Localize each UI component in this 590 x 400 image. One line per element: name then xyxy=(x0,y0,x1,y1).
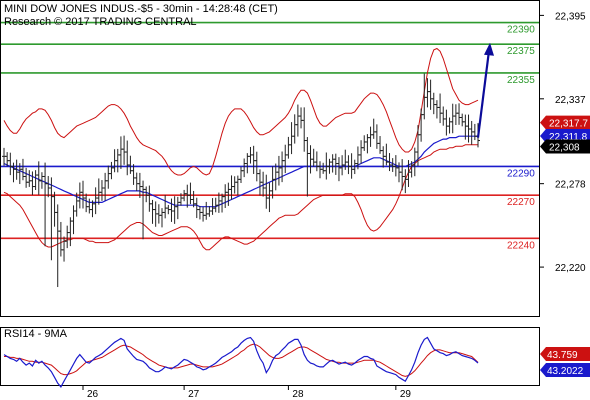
rsi-title: RSI14 - 9MA xyxy=(4,328,68,340)
x-tick-label: 26 xyxy=(87,389,99,400)
level-label-22290: 22290 xyxy=(507,168,535,179)
y-tick-label: 22,337 xyxy=(555,95,586,106)
main-panel-frame xyxy=(1,1,540,317)
y-tick-label: 22,220 xyxy=(555,263,586,274)
y-tick-label: 22,278 xyxy=(555,180,586,191)
level-label-22240: 22240 xyxy=(507,240,535,251)
svg-text:43.2022: 43.2022 xyxy=(547,366,584,377)
level-label-22375: 22375 xyxy=(507,46,535,57)
copyright-label: Research © 2017 TRADING CENTRAL xyxy=(4,16,197,28)
svg-text:43.759: 43.759 xyxy=(547,350,578,361)
price-tag-bollinger: 22,317.7 xyxy=(540,116,590,130)
price-tag-last_price: 22,308 xyxy=(540,140,590,154)
level-label-22270: 22270 xyxy=(507,197,535,208)
x-axis: 26 27 28 29 xyxy=(83,385,411,400)
x-tick-label: 28 xyxy=(292,389,304,400)
level-label-22390: 22390 xyxy=(507,25,535,36)
svg-text:22,308: 22,308 xyxy=(549,143,580,154)
price-tags: 22,317.722,311.822,308 xyxy=(540,116,590,154)
rsi-tags: 43.759 43.2022 xyxy=(540,347,590,377)
y-tick-label: 22,395 xyxy=(555,11,586,22)
level-label-22355: 22355 xyxy=(507,75,535,86)
rsi-tag-rsi: 43.2022 xyxy=(540,363,590,377)
x-tick-label: 27 xyxy=(188,389,200,400)
x-tick-label: 29 xyxy=(400,389,412,400)
chart-title: MINI DOW JONES INDUS.-$5 - 30min - 14:28… xyxy=(4,3,278,15)
rsi-tag-rsi_ma: 43.759 xyxy=(540,347,590,361)
svg-text:22,317.7: 22,317.7 xyxy=(549,119,588,130)
